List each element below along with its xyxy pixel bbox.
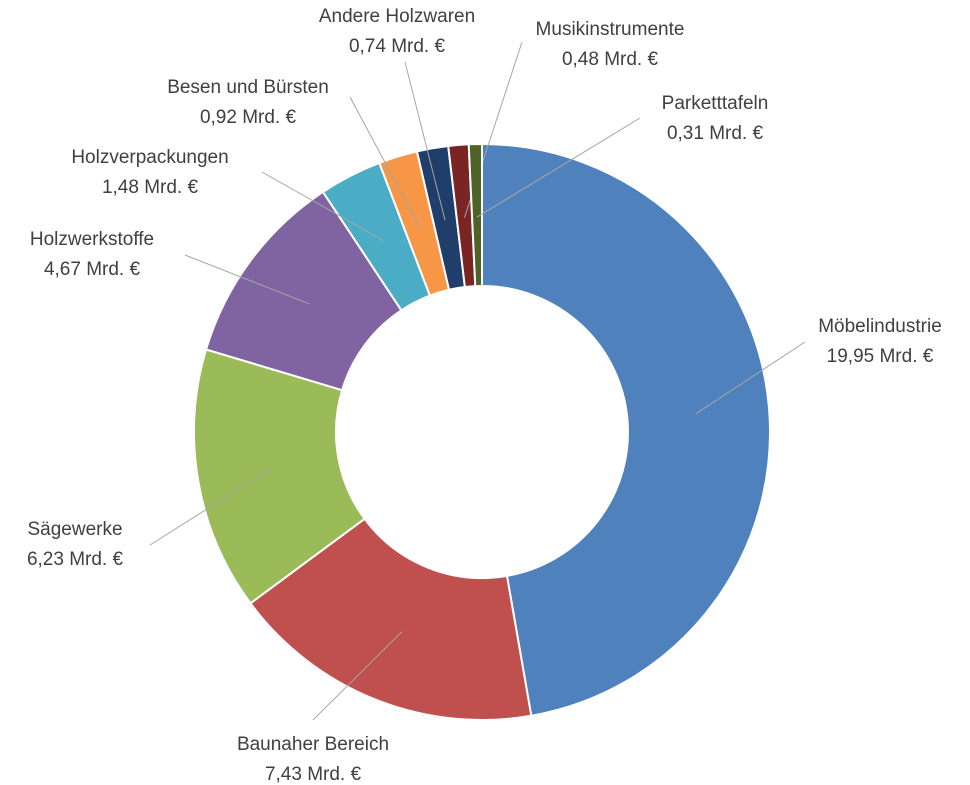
leader-line	[261, 171, 384, 242]
slice-label: Sägewerke	[27, 519, 122, 540]
slice-value-label: 0,31 Mrd. €	[667, 123, 764, 144]
slice-value-label: 0,48 Mrd. €	[562, 49, 659, 70]
slice-value-label: 4,67 Mrd. €	[44, 259, 141, 280]
leader-line	[695, 341, 806, 414]
leader-line	[349, 96, 420, 227]
leader-line	[312, 631, 403, 721]
leader-line	[184, 254, 310, 305]
slice-label: Holzwerkstoffe	[30, 229, 154, 250]
donut-slice	[467, 142, 483, 288]
slice-label: Baunaher Bereich	[237, 734, 389, 755]
slice-value-label: 19,95 Mrd. €	[827, 346, 934, 367]
donut-slice	[193, 348, 367, 605]
leader-line	[476, 117, 641, 218]
donut-slice	[249, 517, 533, 721]
slice-value-label: 7,43 Mrd. €	[265, 764, 362, 785]
slice-label: Holzverpackungen	[71, 147, 228, 168]
slice-label: Parketttafeln	[662, 93, 769, 114]
slice-label: Besen und Bürsten	[167, 77, 329, 98]
leader-line	[404, 61, 446, 221]
slice-label: Musikinstrumente	[536, 19, 685, 40]
slice-value-label: 6,23 Mrd. €	[27, 549, 124, 570]
donut-slice	[481, 142, 771, 717]
slice-label: Möbelindustrie	[818, 316, 942, 337]
slice-value-label: 1,48 Mrd. €	[102, 177, 199, 198]
slice-value-label: 0,74 Mrd. €	[349, 36, 446, 57]
leader-line	[149, 468, 271, 546]
slice-label: Andere Holzwaren	[319, 6, 475, 27]
slice-value-label: 0,92 Mrd. €	[200, 107, 297, 128]
